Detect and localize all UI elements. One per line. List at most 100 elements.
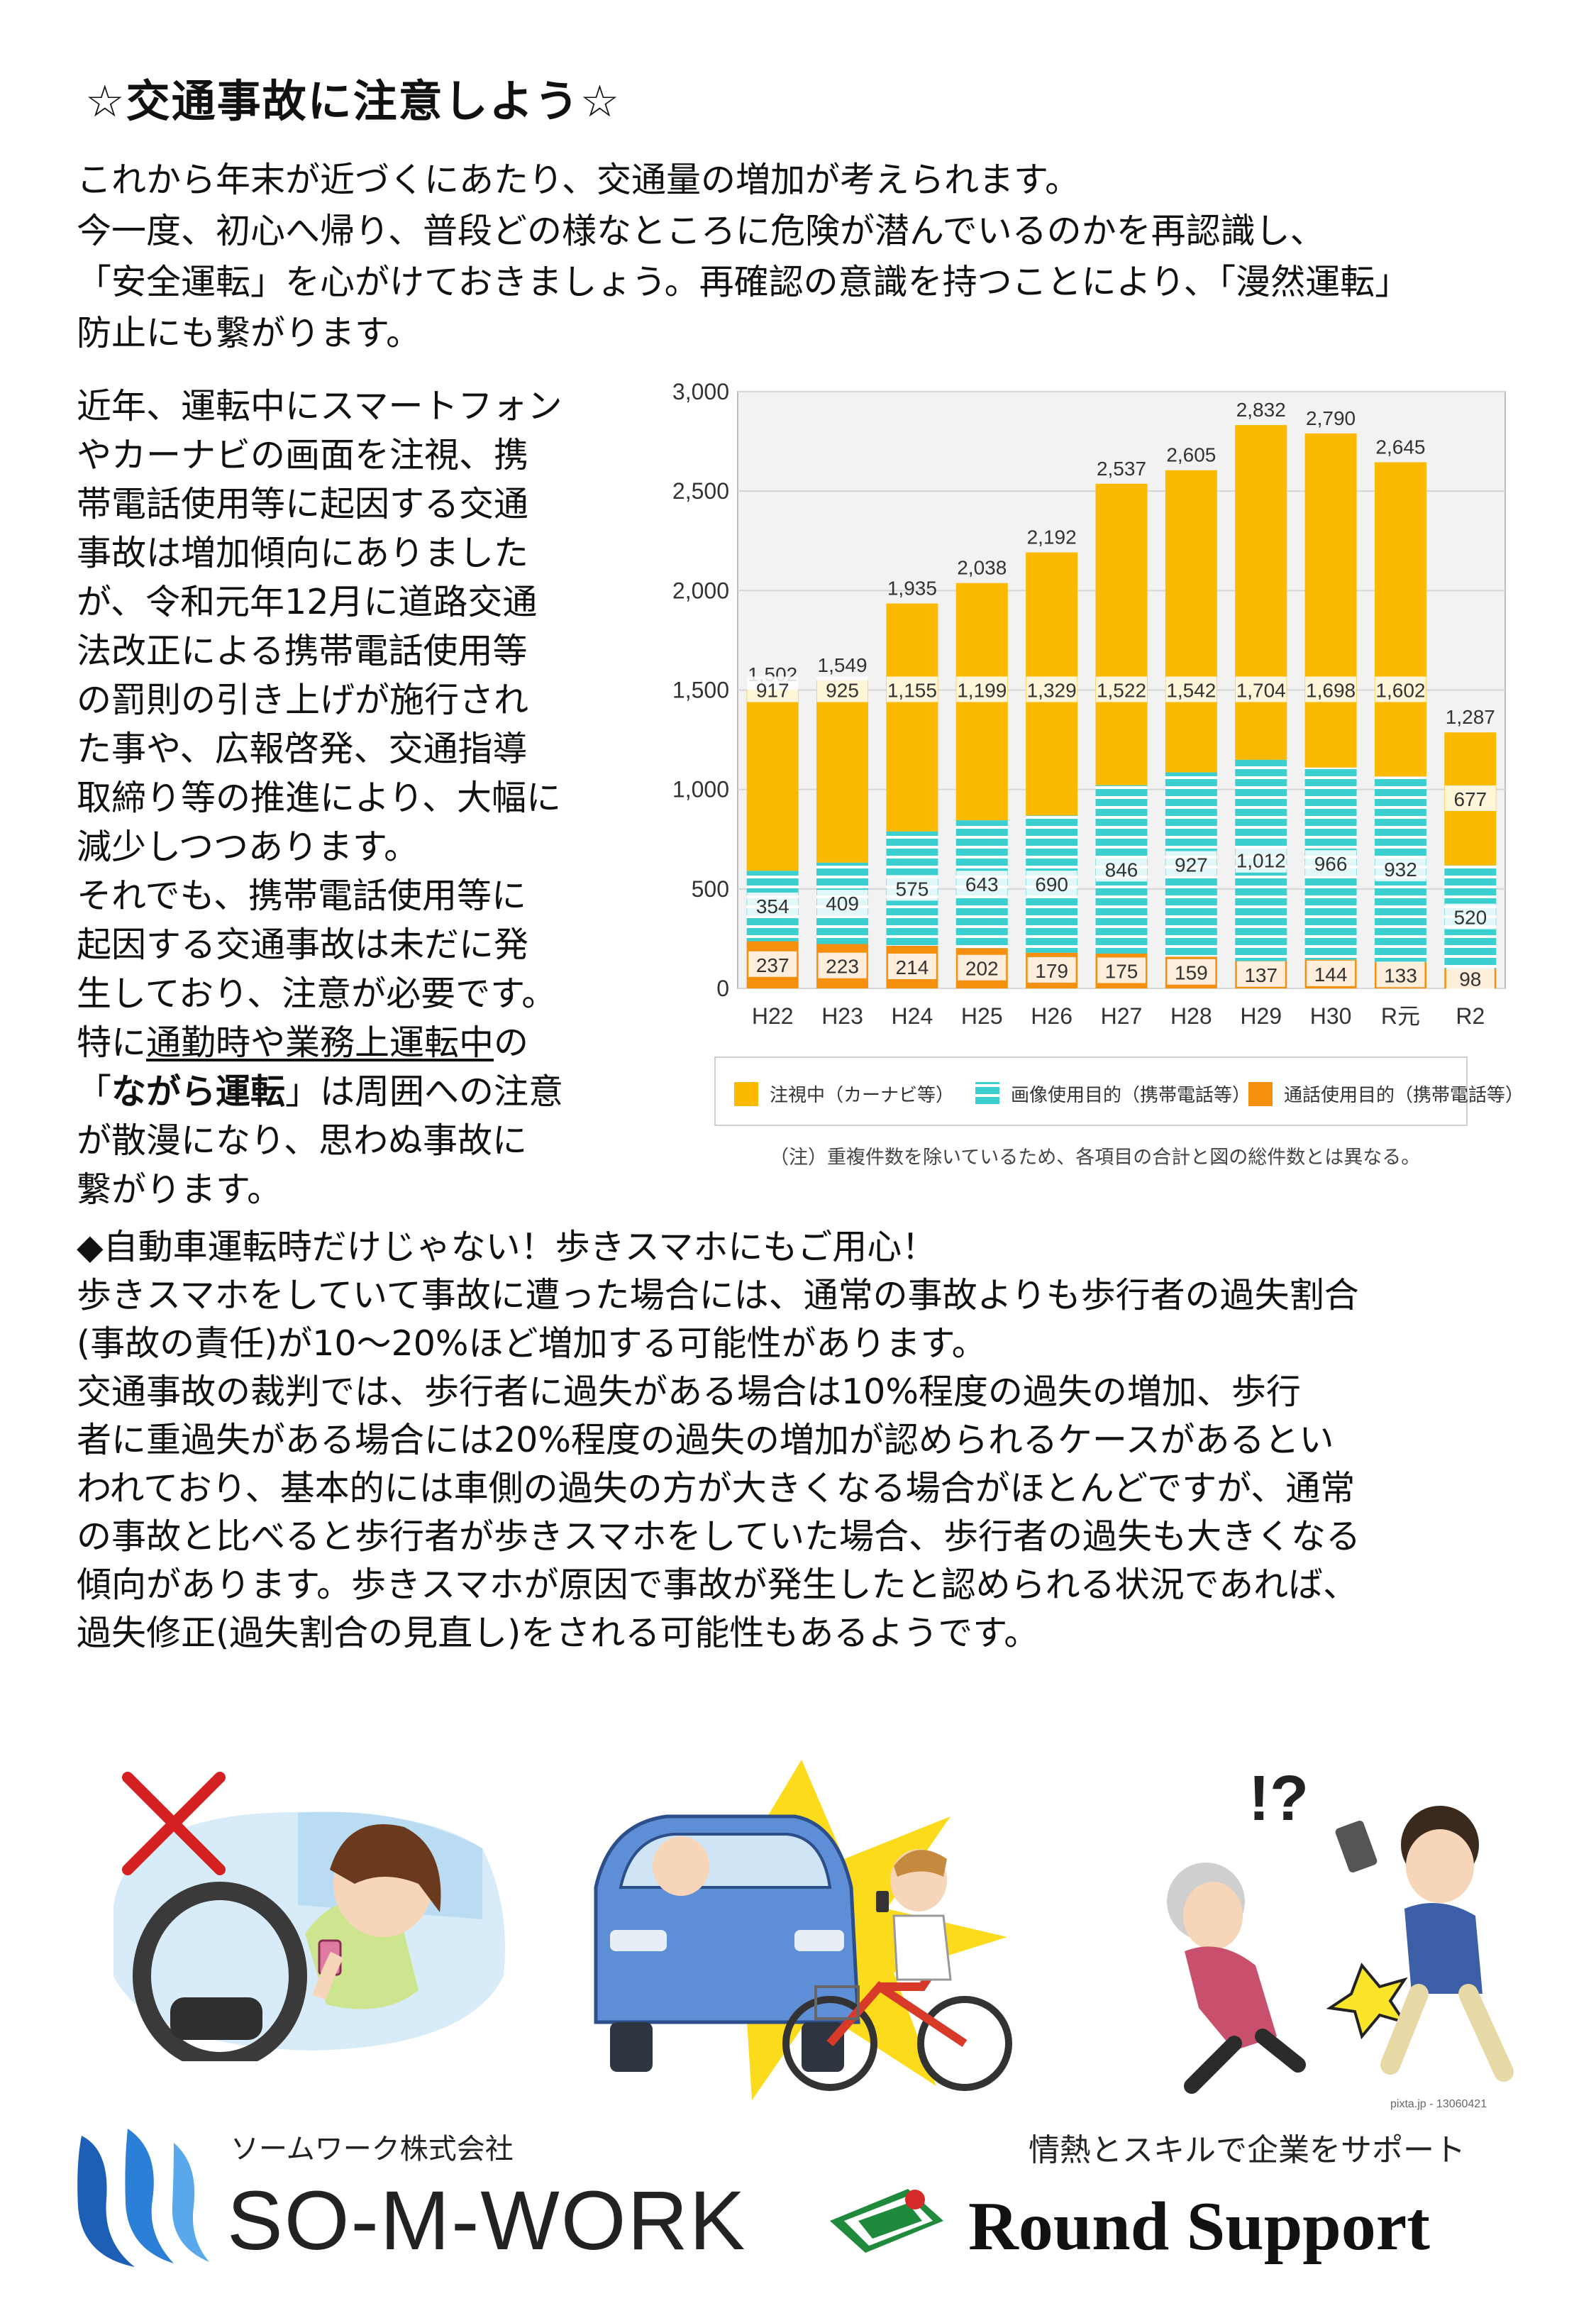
label-bg xyxy=(1375,856,1426,882)
prohibited-x-icon xyxy=(122,1772,226,1875)
legend-label-watch: 注視中（カーナビ等） xyxy=(770,1084,954,1105)
label-bg xyxy=(1167,959,1216,985)
call-value-label: 159 xyxy=(1175,962,1208,984)
image-value-label: 846 xyxy=(1105,859,1138,881)
label-bg xyxy=(1235,846,1287,873)
label-bg xyxy=(1236,961,1285,987)
legend-label-call: 通話使用目的（携帯電話等） xyxy=(1284,1084,1524,1105)
watch-value-label: 1,522 xyxy=(1097,680,1146,702)
x-tick-label: H24 xyxy=(892,1003,933,1029)
left-line: 減少しつつあります。 xyxy=(77,827,419,867)
bar-watch xyxy=(1374,462,1426,777)
intro-line: 「安全運転」を心がけておきましょう。再確認の意識を持つことにより、「漫然運転」 xyxy=(77,262,1410,302)
somwork-wordmark: SO-M-WORK xyxy=(227,2174,746,2268)
body-line: の事故と比べると歩行者が歩きスマホをしていた場合、歩行者の過失も大きくなる xyxy=(77,1516,1361,1557)
call-value-label: 179 xyxy=(1035,960,1068,982)
label-bg xyxy=(1235,676,1287,702)
legend-swatch-call xyxy=(1248,1082,1273,1106)
text-span: 「 xyxy=(77,1071,112,1112)
x-tick-label: H26 xyxy=(1031,1003,1073,1029)
watch-value-label: 1,602 xyxy=(1375,680,1425,702)
call-value-label: 98 xyxy=(1459,968,1481,990)
call-value-label: 133 xyxy=(1384,964,1417,986)
intro-line: 防止にも繋がります。 xyxy=(77,313,421,353)
left-line: 法改正による携帯電話使用等 xyxy=(77,631,528,671)
left-line: た事や、広報啓発、交通指導 xyxy=(77,729,528,769)
legend-swatch-image xyxy=(975,1082,999,1106)
image-value-label: 575 xyxy=(896,878,929,900)
page-title: ☆交通事故に注意しよう☆ xyxy=(85,75,621,127)
call-value-label: 137 xyxy=(1244,964,1278,986)
bar-watch xyxy=(746,689,799,871)
left-line-emphasis: 特に通勤時や業務上運転中の xyxy=(77,1018,623,1067)
text-span: 特に xyxy=(77,1022,147,1063)
watch-value-label: 917 xyxy=(756,680,789,702)
label-bg xyxy=(1026,676,1077,702)
intro-line: 今一度、初心へ帰り、普段どの様なところに危険が潜んでいるのかを再認識し、 xyxy=(77,211,1325,251)
label-bg xyxy=(1096,676,1147,702)
bar-watch xyxy=(816,680,869,863)
label-bg xyxy=(956,871,1008,897)
bar-watch xyxy=(1235,425,1287,760)
image-value-label: 520 xyxy=(1453,907,1487,929)
label-bg xyxy=(1027,956,1076,983)
label-bg xyxy=(1096,856,1147,882)
label-bg xyxy=(1376,961,1425,988)
left-line: それでも、携帯電話使用等に xyxy=(77,876,527,916)
left-line-emphasis: 「ながら運転」は周囲への注意 xyxy=(77,1067,623,1116)
legend-swatch-watch xyxy=(734,1082,758,1106)
round-support-logo: 情熱とスキルで企業をサポート Round Support xyxy=(830,2132,1465,2265)
image-value-label: 1,012 xyxy=(1236,850,1286,872)
label-bg xyxy=(1375,676,1426,702)
pedestrian-collision-illustration: !? pixta.jp - 13060421 xyxy=(1167,1763,1514,2110)
legend-label-image: 画像使用目的（携帯電話等） xyxy=(1011,1084,1251,1105)
label-bg xyxy=(1444,785,1496,811)
image-value-label: 354 xyxy=(756,895,789,917)
left-line: 近年、運転中にスマートフォン xyxy=(77,386,563,426)
body-line: 者に重過失がある場合には20%程度の過失の増加が認められるケースがあるとい xyxy=(77,1420,1334,1460)
left-line: が、令和元年12月に道路交通 xyxy=(77,582,538,622)
text-span: の xyxy=(494,1022,529,1063)
label-bg xyxy=(1097,957,1146,983)
body-line: 過失修正(過失割合の見直し)をされる可能性もあるようです。 xyxy=(77,1613,1039,1653)
total-label: 2,537 xyxy=(1097,458,1146,480)
image-value-label: 643 xyxy=(965,873,999,895)
call-value-label: 214 xyxy=(896,956,929,978)
call-value-label: 223 xyxy=(826,956,859,978)
left-line: 生しており、注意が必要です。 xyxy=(77,973,557,1014)
image-credit: pixta.jp - 13060421 xyxy=(1390,2098,1487,2110)
total-label: 2,038 xyxy=(957,557,1007,579)
left-line: やカーナビの画面を注視、携 xyxy=(77,435,529,475)
body-line: 交通事故の裁判では、歩行者に過失がある場合は10%程度の過失の増加、歩行 xyxy=(77,1372,1301,1412)
y-tick-label: 1,000 xyxy=(672,777,729,802)
body-line: 傾向があります。歩きスマホが原因で事故が発生したと認められる状況であれば、 xyxy=(77,1565,1358,1605)
chart-plot: 05001,0001,5002,0002,5003,0001,502237354… xyxy=(672,379,1506,1029)
body-line: 歩きスマホをしていて事故に遭った場合には、通常の事故よりも歩行者の過失割合 xyxy=(77,1275,1359,1315)
total-label: 1,549 xyxy=(818,654,868,676)
legend-box xyxy=(714,1057,1468,1126)
label-bg xyxy=(1165,851,1217,877)
x-tick-label: H30 xyxy=(1310,1003,1352,1029)
bar-watch xyxy=(886,603,938,832)
label-bg xyxy=(747,676,799,702)
bar-watch xyxy=(1304,433,1357,768)
label-bg xyxy=(818,952,867,978)
chart-note: （注）重複件数を除いているため、各項目の合計と図の総件数とは異なる。 xyxy=(770,1147,1420,1168)
watch-value-label: 1,704 xyxy=(1236,680,1286,702)
left-line: 事故は増加傾向にありました xyxy=(77,533,529,573)
round-support-tagline: 情熱とスキルで企業をサポート xyxy=(1029,2132,1465,2168)
label-bg xyxy=(747,892,799,918)
call-value-label: 202 xyxy=(965,958,999,980)
total-label: 2,192 xyxy=(1027,526,1077,548)
image-value-label: 932 xyxy=(1384,859,1417,881)
call-value-label: 144 xyxy=(1314,964,1348,986)
somwork-mark-icon xyxy=(77,2129,209,2267)
underlined-text: 通勤時や業務上運転中 xyxy=(146,1022,494,1063)
label-bg xyxy=(816,676,868,702)
left-line: 繋がります。 xyxy=(77,1169,282,1210)
x-tick-label: H22 xyxy=(752,1003,794,1029)
x-tick-label: H23 xyxy=(821,1003,863,1029)
total-label: 2,832 xyxy=(1236,399,1286,421)
image-value-label: 966 xyxy=(1314,853,1348,875)
watch-value-label: 1,329 xyxy=(1027,680,1077,702)
